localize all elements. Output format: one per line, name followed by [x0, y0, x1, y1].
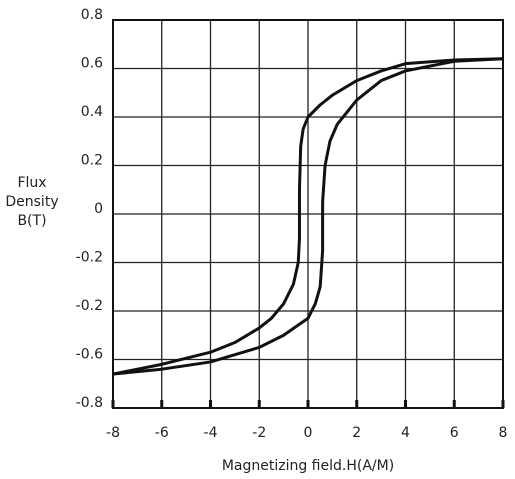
y-tick-label: 0.4: [81, 104, 103, 120]
y-tick-label: -0.2: [76, 298, 103, 314]
hysteresis-curve: [112, 57, 504, 376]
y-tick-label: 0.8: [81, 7, 103, 23]
y-tick-label: 0.2: [81, 153, 103, 169]
x-tick-label: -6: [155, 425, 169, 441]
plot-frame: [112, 19, 504, 409]
x-tick-label: -2: [252, 425, 266, 441]
y-axis-label: Flux Density B(T): [5, 175, 59, 229]
y-tick-label: -0.6: [76, 347, 103, 363]
x-tick-label: -8: [106, 425, 120, 441]
y-tick-label: -0.8: [76, 395, 103, 411]
x-tick-label: 4: [401, 425, 410, 441]
x-axis-label: Magnetizing field.H(A/M): [222, 458, 394, 474]
y-tick-label: -0.2: [76, 250, 103, 266]
x-tick-label: 2: [352, 425, 361, 441]
x-tick-label: 6: [450, 425, 459, 441]
y-tick-label: 0: [94, 201, 103, 217]
hysteresis-curve: [112, 57, 504, 376]
y-tick-label: 0.6: [81, 56, 103, 72]
x-tick-label: -4: [204, 425, 218, 441]
x-tick-label: 0: [304, 425, 313, 441]
x-tick-label: 8: [499, 425, 508, 441]
